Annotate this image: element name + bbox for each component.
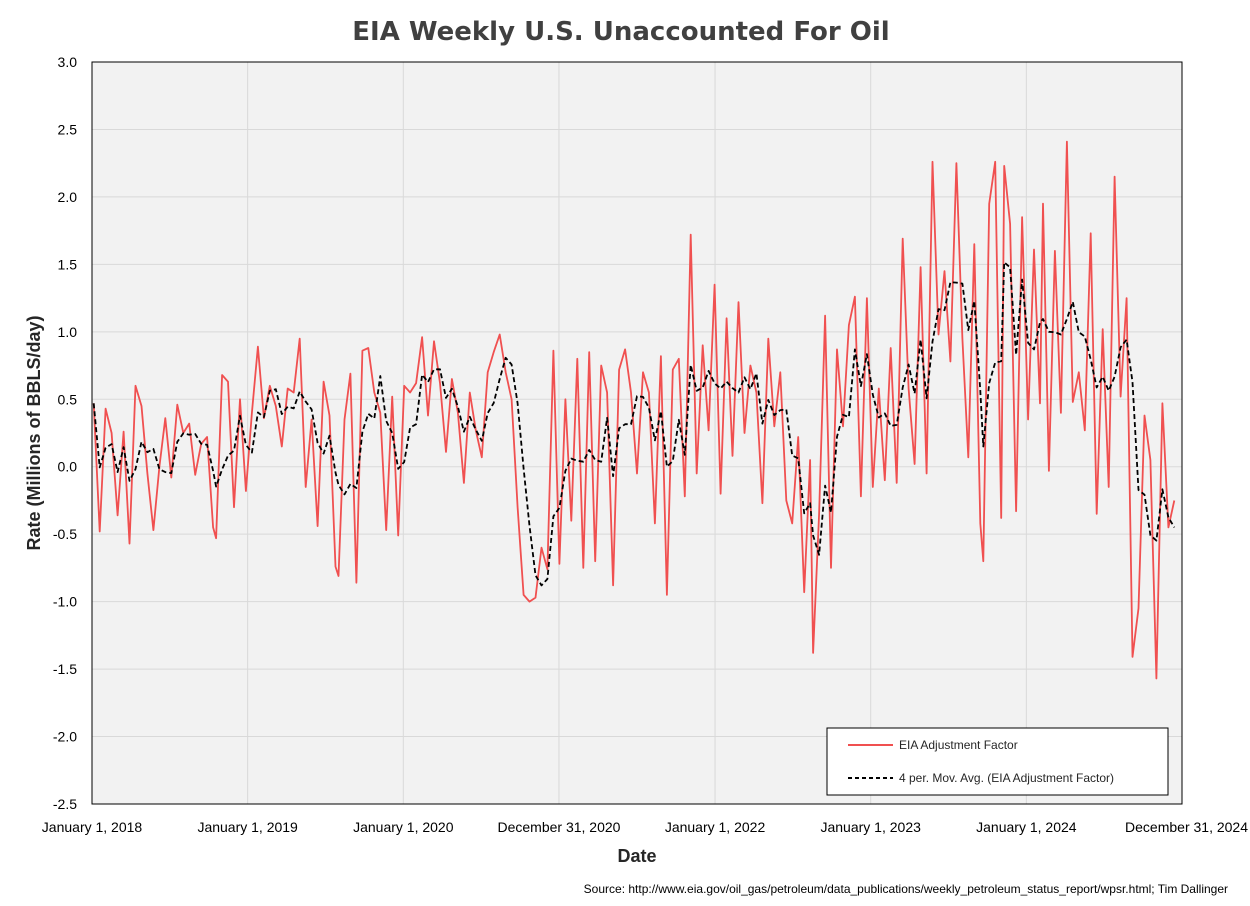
series-line-moving-average <box>92 261 1176 587</box>
legend-label-moving-average: 4 per. Mov. Avg. (EIA Adjustment Factor) <box>899 771 1114 785</box>
series-line-adjustment-factor <box>92 140 1176 680</box>
x-tick-label: January 1, 2024 <box>976 819 1077 835</box>
y-tick-label: -1.0 <box>53 594 77 610</box>
y-tick-label: 2.0 <box>58 189 78 205</box>
source-note: Source: http://www.eia.gov/oil_gas/petro… <box>584 882 1228 896</box>
x-axis-ticks: January 1, 2018 January 1, 2019 January 1,… <box>42 819 1248 835</box>
legend-box <box>826 727 1169 796</box>
series-layer <box>92 140 1176 680</box>
y-tick-label: 2.5 <box>58 121 78 137</box>
y-tick-label: 1.5 <box>58 256 78 272</box>
y-tick-label: -2.5 <box>53 796 77 812</box>
y-axis-ticks: 3.0 2.5 2.0 1.5 1.0 0.5 0.0 -0.5 -1.0 -1.5 -2.0 -2.… <box>53 54 77 812</box>
y-tick-label: 3.0 <box>58 54 78 70</box>
y-tick-label: 0.0 <box>58 459 78 475</box>
x-tick-label: January 1, 2019 <box>197 819 298 835</box>
y-tick-label: -1.5 <box>53 661 77 677</box>
y-tick-label: -0.5 <box>53 526 77 542</box>
x-tick-label: January 1, 2023 <box>820 819 921 835</box>
y-tick-label: 1.0 <box>58 324 78 340</box>
chart-title: EIA Weekly U.S. Unaccounted For Oil <box>352 17 889 47</box>
x-tick-label: December 31, 2020 <box>497 819 620 835</box>
x-tick-label: January 1, 2020 <box>353 819 454 835</box>
legend: EIA Adjustment Factor 4 per. Mov. Avg. (… <box>826 727 1169 796</box>
x-axis-title: Date <box>617 846 656 866</box>
y-tick-label: 0.5 <box>58 391 78 407</box>
x-tick-label: January 1, 2018 <box>42 819 143 835</box>
plot-border <box>91 61 1183 805</box>
x-tick-label: January 1, 2022 <box>665 819 766 835</box>
y-axis-title: Rate (Millions of BBLS/day) <box>24 315 44 550</box>
x-tick-label: December 31, 2024 <box>1125 819 1248 835</box>
y-tick-label: -2.0 <box>53 729 77 745</box>
legend-label-adjustment-factor: EIA Adjustment Factor <box>899 738 1018 752</box>
